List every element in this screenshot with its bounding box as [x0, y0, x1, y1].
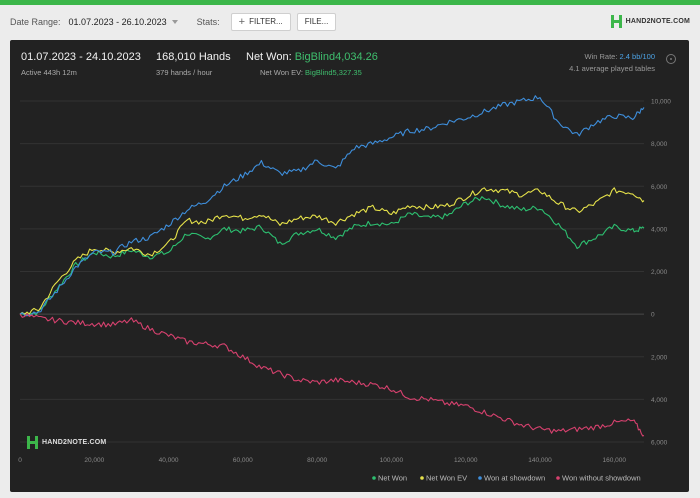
legend-item-1[interactable]: Net Won EV: [426, 474, 467, 483]
x-tick-label-3: 60,000: [233, 457, 253, 464]
series-line-1: [19, 187, 645, 315]
x-tick-label-2: 40,000: [159, 457, 179, 464]
y-tick-label-2: 6,000: [651, 184, 668, 191]
series-line-0: [19, 196, 645, 317]
graph-panel: 01.07.2023 - 24.10.2023 Active 443h 12m …: [10, 40, 689, 492]
win-rate-label: Win Rate:: [584, 52, 618, 61]
filter-button-label: FILTER...: [249, 17, 283, 26]
y-tick-label-6: 2,000: [651, 354, 668, 361]
stats-label: Stats:: [196, 16, 220, 27]
y-tick-label-7: 4,000: [651, 397, 668, 404]
x-tick-label-4: 80,000: [307, 457, 327, 464]
chart-series: [19, 95, 645, 437]
chevron-down-icon: [171, 19, 178, 24]
graph-chart: 10,000 8,000 6,000 4,000 2,000 0 2,000 4,000 6,0…: [18, 95, 671, 483]
date-range-select[interactable]: 01.07.2023 - 26.10.2023: [66, 13, 181, 31]
win-rate-value: 2.4 bb/100: [619, 52, 655, 61]
y-tick-label-0: 10,000: [651, 99, 671, 106]
y-axis-ticks: 10,000 8,000 6,000 4,000 2,000 0 2,000 4,000 6,0…: [651, 99, 671, 447]
y-tick-label-3: 4,000: [651, 226, 668, 233]
period-text: 01.07.2023 - 24.10.2023: [21, 51, 141, 63]
legend-marker-1: [420, 476, 424, 480]
x-tick-label-6: 120,000: [454, 457, 478, 464]
series-line-3: [19, 313, 645, 437]
net-won-ev-label: Net Won EV:: [260, 68, 303, 77]
active-time-text: Active 443h 12m: [21, 68, 77, 77]
y-tick-label-1: 8,000: [651, 141, 668, 148]
hand2note-watermark-text: HAND2NOTE.COM: [42, 439, 107, 446]
filter-button[interactable]: + FILTER...: [230, 12, 291, 31]
hands-per-hour: 379 hands / hour: [156, 68, 213, 77]
info-icon[interactable]: [666, 54, 676, 64]
hand2note-watermark: HAND2NOTE.COM: [26, 436, 106, 449]
hand2note-logo-text: HAND2NOTE.COM: [625, 18, 690, 25]
date-range-label: Date Range:: [10, 16, 61, 27]
legend-marker-3: [556, 476, 560, 480]
toolbar: Date Range: 01.07.2023 - 26.10.2023 Stat…: [0, 5, 700, 38]
legend-item-0[interactable]: Net Won: [378, 474, 407, 483]
y-tick-label-8: 6,000: [651, 440, 668, 447]
file-button-label: FILE...: [304, 17, 329, 26]
plus-icon: +: [238, 15, 246, 28]
legend-item-3[interactable]: Won without showdown: [562, 474, 641, 483]
net-won-block: Net Won: BigBlind4,034.26 Net Won EV: Bi…: [246, 51, 378, 77]
top-accent-bar: [0, 0, 700, 5]
legend-marker-0: [372, 476, 376, 480]
legend-item-2[interactable]: Won at showdown: [484, 474, 545, 483]
x-tick-label-5: 100,000: [380, 457, 404, 464]
net-won-ev-value: BigBlind5,327.35: [305, 68, 362, 77]
hands-block: 168,010 Hands 379 hands / hour: [156, 51, 231, 77]
x-tick-label-7: 140,000: [528, 457, 552, 464]
chart-grid: [20, 100, 644, 443]
x-tick-label-8: 160,000: [603, 457, 627, 464]
win-rate-block: Win Rate: 2.4 bb/100 4.1 average played …: [569, 51, 655, 75]
series-line-2: [19, 95, 645, 317]
y-tick-label-4: 2,000: [651, 269, 668, 276]
hands-count: 168,010 Hands: [156, 51, 231, 63]
hand2note-logo: HAND2NOTE.COM: [610, 15, 690, 28]
date-range-value: 01.07.2023 - 26.10.2023: [68, 16, 167, 27]
period-block: 01.07.2023 - 24.10.2023 Active 443h 12m: [21, 51, 141, 77]
chart-legend: Net Won Net Won EV Won at showdown Won with…: [372, 474, 641, 483]
tables-text: 4.1 average played tables: [569, 64, 655, 73]
x-tick-label-0: 0: [18, 457, 22, 464]
net-won-label: Net Won:: [246, 51, 292, 63]
legend-marker-2: [478, 476, 482, 480]
net-won-value: BigBlind4,034.26: [294, 51, 378, 63]
hand2note-watermark-icon: [26, 436, 39, 449]
x-tick-label-1: 20,000: [84, 457, 104, 464]
y-tick-label-5: 0: [651, 312, 655, 319]
hand2note-logo-icon: [610, 15, 623, 28]
file-button[interactable]: FILE...: [296, 12, 337, 31]
x-axis-ticks: 0 20,000 40,000 60,000 80,000 100,000 120,000 1…: [18, 457, 626, 464]
